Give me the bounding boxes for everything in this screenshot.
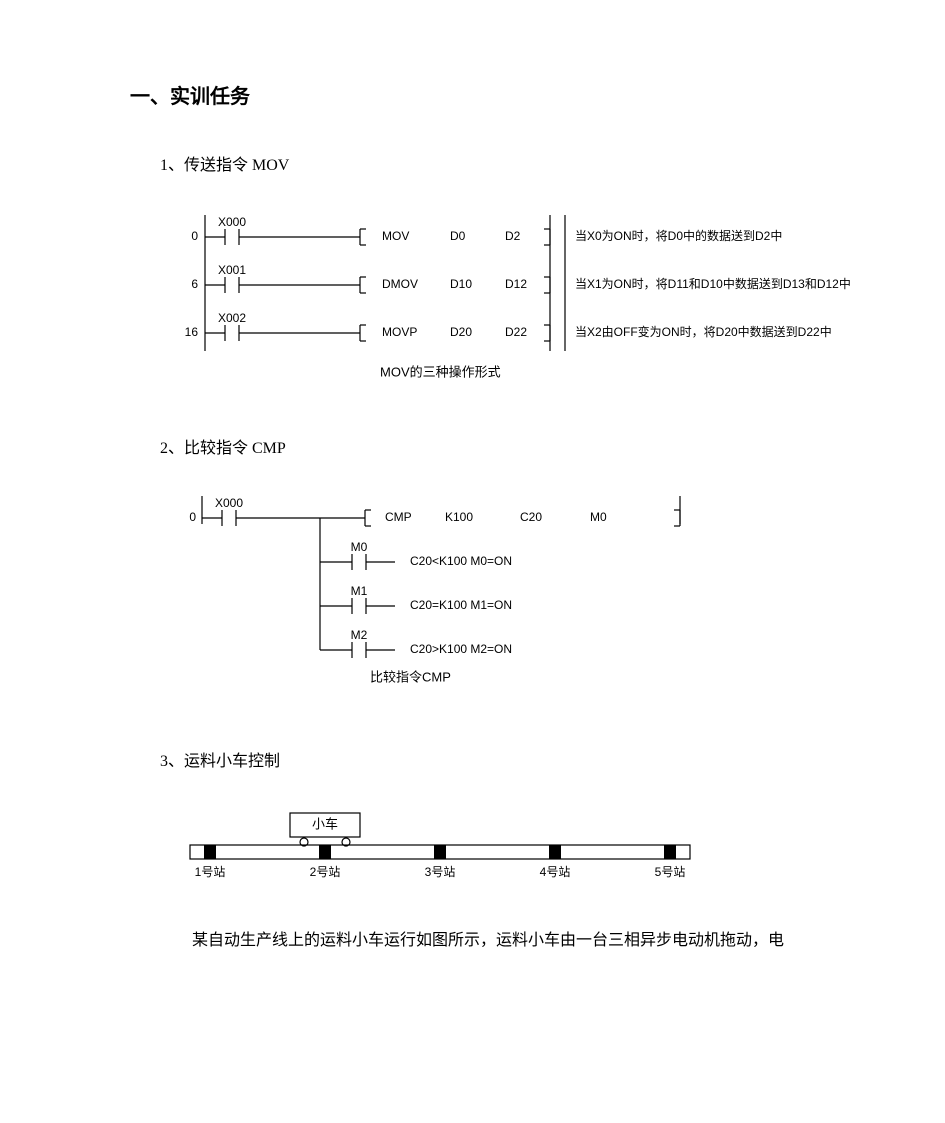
svg-text:X002: X002 [218,311,246,325]
svg-text:MOVP: MOVP [382,325,417,339]
svg-text:当X1为ON时，将D11和D10中数据送到D13和D12中: 当X1为ON时，将D11和D10中数据送到D13和D12中 [575,276,851,291]
svg-text:C20: C20 [520,510,542,524]
svg-text:比较指令CMP: 比较指令CMP [370,669,451,684]
svg-text:M2: M2 [351,628,368,642]
svg-text:MOV的三种操作形式: MOV的三种操作形式 [380,364,501,379]
svg-text:D20: D20 [450,325,472,339]
svg-text:0: 0 [191,229,198,243]
section1-title: 1、传送指令 MOV [160,151,815,175]
svg-text:X000: X000 [218,215,246,229]
svg-text:C20=K100 M1=ON: C20=K100 M1=ON [410,598,512,612]
section3-title: 3、运料小车控制 [160,747,815,771]
svg-text:16: 16 [185,325,199,339]
svg-text:当X2由OFF变为ON时，将D20中数据送到D22中: 当X2由OFF变为ON时，将D20中数据送到D22中 [575,324,832,339]
section3-body: 某自动生产线上的运料小车运行如图所示，运料小车由一台三相异步电动机拖动，电 [160,925,815,957]
svg-text:当X0为ON时，将D0中的数据送到D2中: 当X0为ON时，将D0中的数据送到D2中 [575,228,782,243]
svg-text:M0: M0 [351,540,368,554]
svg-text:DMOV: DMOV [382,277,418,291]
svg-text:X000: X000 [215,496,243,510]
svg-text:D22: D22 [505,325,527,339]
svg-text:6: 6 [191,277,198,291]
svg-text:D10: D10 [450,277,472,291]
svg-text:D12: D12 [505,277,527,291]
svg-text:K100: K100 [445,510,473,524]
cart-diagram: 小车 1号站 2号站 3号站 4号站 5号站 [180,801,815,891]
svg-text:1号站: 1号站 [195,865,226,879]
svg-text:5号站: 5号站 [655,865,686,879]
mov-diagram: 0 X000 MOV D0 D2 当X0为ON时，将D0中的数据送到D2中 6 X001 DMO… [180,205,815,400]
svg-text:X001: X001 [218,263,246,277]
svg-text:4号站: 4号站 [540,865,571,879]
svg-text:C20>K100 M2=ON: C20>K100 M2=ON [410,642,512,656]
main-title: 一、实训任务 [130,80,815,109]
svg-text:D2: D2 [505,229,521,243]
svg-text:C20<K100 M0=ON: C20<K100 M0=ON [410,554,512,568]
svg-text:D0: D0 [450,229,466,243]
section2-title: 2、比较指令 CMP [160,434,815,458]
svg-text:M1: M1 [351,584,368,598]
svg-text:MOV: MOV [382,229,409,243]
svg-text:小车: 小车 [312,816,338,831]
svg-text:M0: M0 [590,510,607,524]
svg-text:0: 0 [189,510,196,524]
cmp-diagram: 0 X000 CMP K100 C20 M0 M0 C20<K100 M0=ON M1 C20=K… [180,488,815,713]
svg-text:2号站: 2号站 [310,865,341,879]
svg-text:CMP: CMP [385,510,412,524]
svg-text:3号站: 3号站 [425,865,456,879]
